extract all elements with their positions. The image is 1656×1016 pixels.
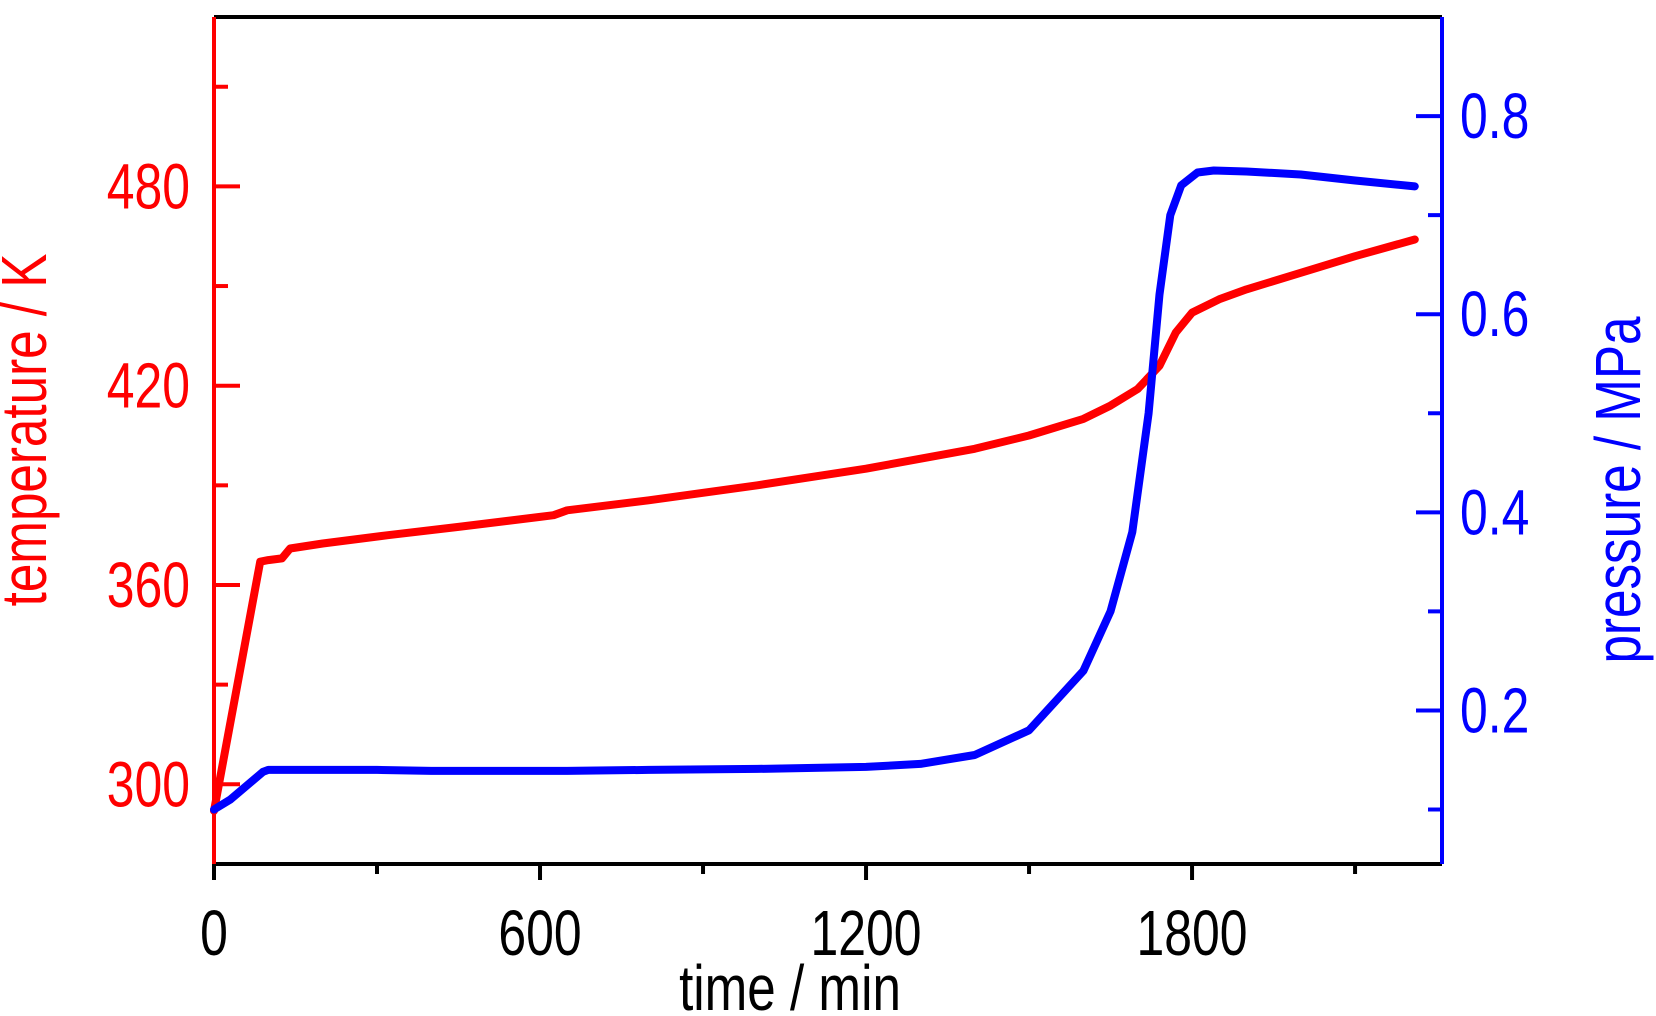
axis-labels: 0 600 1200 1800 300 360 420 480 0.2 0.4 0.6 0.8 time… <box>0 81 1654 1016</box>
plot-frame <box>212 15 1444 866</box>
x-tick-label: 1200 <box>811 898 922 969</box>
x-tick-label: 0 <box>200 898 228 969</box>
data-series <box>210 166 1419 815</box>
left-tick-label: 420 <box>107 351 190 422</box>
right-axis-title: pressure / MPa <box>1584 316 1655 664</box>
x-tick-label: 1800 <box>1137 898 1248 969</box>
left-tick-label: 480 <box>107 152 190 223</box>
axis-ticks <box>212 84 1442 880</box>
left-tick-label: 300 <box>107 749 190 820</box>
pressure-line <box>210 166 1419 814</box>
x-tick-label: 600 <box>498 898 581 969</box>
x-axis-title: time / min <box>679 954 901 1016</box>
right-tick-label: 0.6 <box>1460 279 1529 350</box>
temperature-line <box>210 235 1419 815</box>
right-tick-label: 0.4 <box>1460 477 1529 548</box>
left-tick-label: 360 <box>107 550 190 621</box>
right-tick-label: 0.8 <box>1460 81 1529 152</box>
right-tick-label: 0.2 <box>1460 676 1529 747</box>
left-axis-title: temperature / K <box>0 254 60 607</box>
